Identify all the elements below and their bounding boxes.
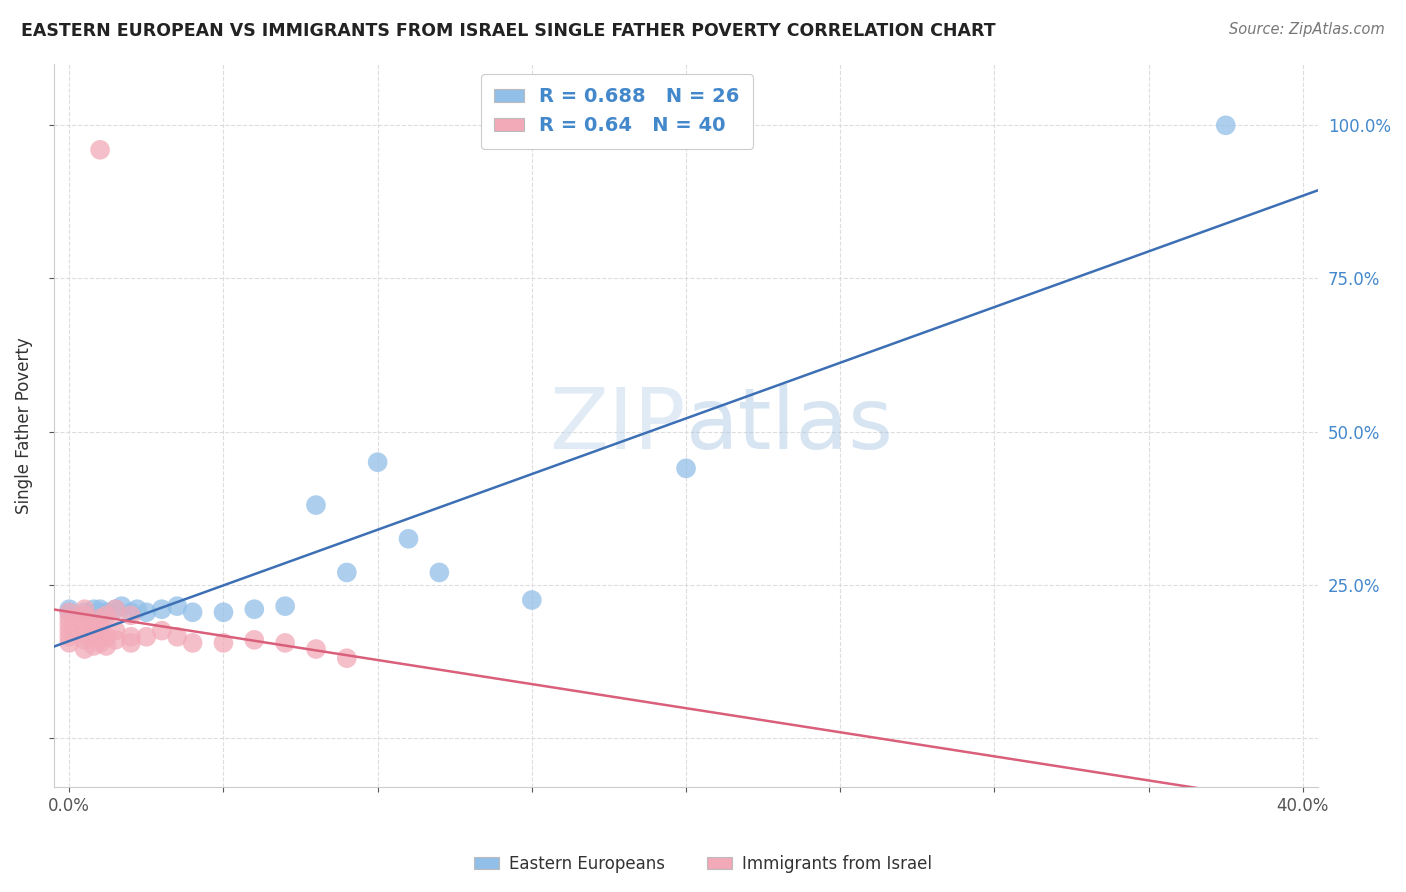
Point [58, 602, 80, 616]
Point [243, 632, 266, 647]
Point [398, 532, 420, 546]
Point [73, 605, 96, 619]
Point [96, 608, 118, 623]
Point [127, 602, 149, 616]
Point [83, 602, 105, 616]
Point [73, 608, 96, 623]
Point [89, 630, 111, 644]
Point [58, 617, 80, 632]
Y-axis label: Single Father Poverty: Single Father Poverty [15, 337, 32, 514]
Point [89, 636, 111, 650]
Point [104, 602, 127, 616]
Point [89, 602, 111, 616]
Point [73, 621, 96, 635]
Point [104, 632, 127, 647]
Point [120, 605, 142, 619]
Point [73, 615, 96, 629]
Point [73, 632, 96, 647]
Text: Source: ZipAtlas.com: Source: ZipAtlas.com [1229, 22, 1385, 37]
Point [135, 630, 157, 644]
Point [73, 626, 96, 640]
Point [104, 624, 127, 638]
Point [212, 605, 235, 619]
Legend: R = 0.688   N = 26, R = 0.64   N = 40: R = 0.688 N = 26, R = 0.64 N = 40 [481, 74, 754, 149]
Point [305, 642, 328, 657]
Point [96, 630, 118, 644]
Point [520, 593, 543, 607]
Point [73, 642, 96, 657]
Point [111, 599, 134, 614]
Point [675, 461, 697, 475]
Point [58, 624, 80, 638]
Point [58, 611, 80, 625]
Text: EASTERN EUROPEAN VS IMMIGRANTS FROM ISRAEL SINGLE FATHER POVERTY CORRELATION CHA: EASTERN EUROPEAN VS IMMIGRANTS FROM ISRA… [21, 22, 995, 40]
Point [89, 617, 111, 632]
Point [367, 455, 389, 469]
Point [83, 639, 105, 653]
Point [58, 605, 80, 619]
Point [305, 498, 328, 512]
Point [274, 636, 297, 650]
Point [89, 605, 111, 619]
Point [120, 630, 142, 644]
Point [336, 651, 359, 665]
Point [96, 639, 118, 653]
Point [181, 605, 204, 619]
Point [166, 630, 188, 644]
Point [73, 602, 96, 616]
Point [212, 636, 235, 650]
Point [120, 608, 142, 623]
Point [58, 636, 80, 650]
Legend: Eastern Europeans, Immigrants from Israel: Eastern Europeans, Immigrants from Israe… [468, 848, 938, 880]
Point [89, 143, 111, 157]
Point [104, 602, 127, 616]
Text: atlas: atlas [686, 384, 894, 467]
Point [150, 624, 173, 638]
Point [243, 602, 266, 616]
Point [274, 599, 297, 614]
Point [89, 611, 111, 625]
Point [181, 636, 204, 650]
Point [96, 605, 118, 619]
Point [58, 605, 80, 619]
Point [1215, 118, 1237, 132]
Point [336, 566, 359, 580]
Point [58, 630, 80, 644]
Point [83, 630, 105, 644]
Text: ZIP: ZIP [550, 384, 686, 467]
Point [150, 602, 173, 616]
Point [135, 605, 157, 619]
Point [89, 624, 111, 638]
Point [427, 566, 450, 580]
Point [166, 599, 188, 614]
Point [120, 636, 142, 650]
Point [83, 624, 105, 638]
